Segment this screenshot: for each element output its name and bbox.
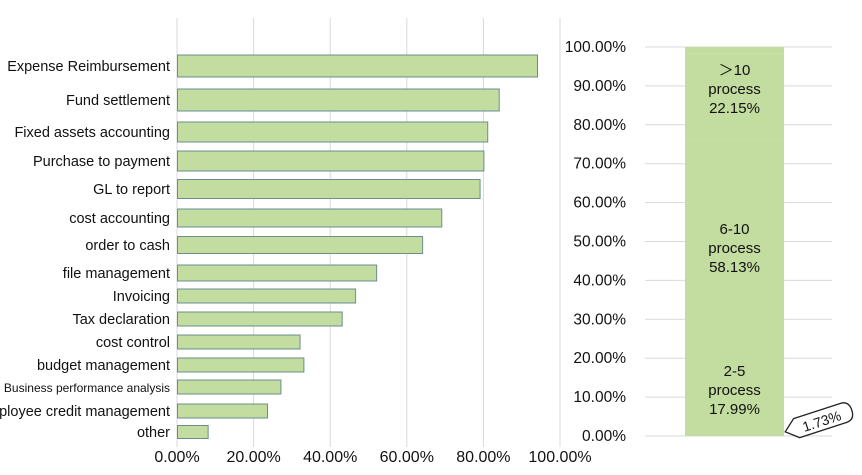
left-category-label: order to cash xyxy=(85,238,170,254)
left-category-label: Expense Reimbursement xyxy=(7,59,170,75)
left-chart-x-tick-labels: 0.00% 20.00% 40.00% 60.00% 80.00% 100.00% xyxy=(154,449,591,466)
callout-shape xyxy=(784,402,854,439)
left-category-label: Business performance analysis xyxy=(4,381,170,395)
right-chart-segment-labels: 2-5 process 17.99% 6-10 process 58.13% ＞10 proc… xyxy=(708,62,761,418)
left-category-label: other xyxy=(137,425,170,441)
left-x-tick-label: 80.00% xyxy=(456,449,510,466)
segment-range-label: 2-5 xyxy=(724,363,746,380)
left-x-tick-label: 20.00% xyxy=(226,449,280,466)
left-bar xyxy=(177,208,443,228)
left-x-tick-label: 60.00% xyxy=(380,449,434,466)
right-y-tick-label: 20.00% xyxy=(573,350,626,367)
right-y-tick-label: 60.00% xyxy=(573,195,626,212)
left-category-label: cost control xyxy=(96,335,170,351)
right-chart-y-tick-labels: 0.00% 10.00% 20.00% 30.00% 40.00% 50.00% 60.00… xyxy=(565,39,626,445)
left-bar xyxy=(177,311,343,327)
left-x-tick-label: 40.00% xyxy=(303,449,357,466)
left-x-tick-label: 0.00% xyxy=(154,449,199,466)
segment-process-label: process xyxy=(708,382,761,399)
left-chart-category-labels: Expense Reimbursement Fund settlement Fixe… xyxy=(0,59,170,441)
callout-group: 1.73% xyxy=(784,402,854,439)
segment-value-label: 22.15% xyxy=(709,100,760,117)
left-category-label: Fixed assets accounting xyxy=(14,125,170,141)
left-category-label: Fund settlement xyxy=(66,93,170,109)
segment-value-label: 58.13% xyxy=(709,259,760,276)
left-category-label: Employee credit management xyxy=(0,404,170,420)
segment-value-label: 17.99% xyxy=(709,401,760,418)
left-category-label: Purchase to payment xyxy=(33,154,170,170)
left-category-label: Tax declaration xyxy=(72,312,170,328)
right-y-tick-label: 70.00% xyxy=(573,156,626,173)
right-y-tick-label: 10.00% xyxy=(573,389,626,406)
left-bar xyxy=(177,150,485,172)
left-category-label: budget management xyxy=(37,358,170,374)
right-y-tick-label: 80.00% xyxy=(573,117,626,134)
stacked-bar-segment xyxy=(685,53,784,140)
segment-range-label: ＞10 xyxy=(719,62,751,79)
segment-range-label: 6-10 xyxy=(719,221,749,238)
left-category-label: file management xyxy=(63,266,170,282)
right-chart-stacked-bar xyxy=(685,47,784,436)
left-bar xyxy=(177,264,378,282)
right-y-tick-label: 50.00% xyxy=(573,234,626,251)
left-bar xyxy=(177,236,424,254)
left-bar xyxy=(177,425,209,439)
left-bar xyxy=(177,288,357,304)
right-chart-callout: 1.73% xyxy=(784,402,854,439)
left-bar xyxy=(177,379,282,395)
left-chart-bars xyxy=(177,54,539,439)
left-bar xyxy=(177,334,301,350)
left-x-tick-label: 100.00% xyxy=(528,449,591,466)
right-y-tick-label: 90.00% xyxy=(573,78,626,95)
left-bar xyxy=(177,403,269,419)
stacked-bar-segment xyxy=(685,366,784,436)
left-bar xyxy=(177,179,481,199)
left-bar xyxy=(177,121,489,143)
right-y-tick-label: 40.00% xyxy=(573,272,626,289)
right-y-tick-label: 30.00% xyxy=(573,311,626,328)
segment-process-label: process xyxy=(708,81,761,98)
left-bar xyxy=(177,357,305,373)
stacked-bar-segment xyxy=(685,139,784,367)
right-y-tick-label: 100.00% xyxy=(565,39,626,56)
stacked-bar-segment xyxy=(685,47,784,54)
left-category-label: Invoicing xyxy=(113,289,170,305)
left-category-label: GL to report xyxy=(93,182,170,198)
segment-process-label: process xyxy=(708,240,761,257)
right-y-tick-label: 0.00% xyxy=(582,428,626,445)
left-bar xyxy=(177,54,539,78)
left-category-label: cost accounting xyxy=(69,211,170,227)
left-bar xyxy=(177,88,500,112)
